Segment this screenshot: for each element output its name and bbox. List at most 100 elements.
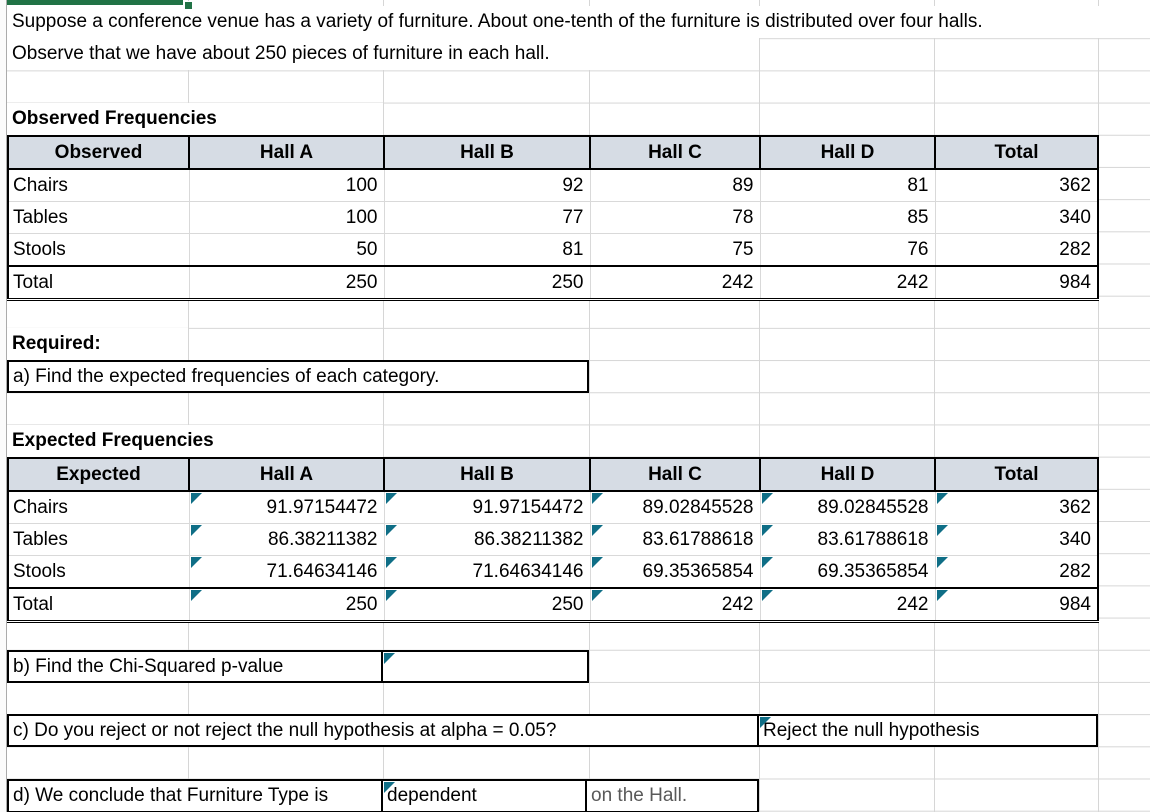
column-header[interactable]: Total <box>935 136 1098 170</box>
observed-cell[interactable]: 50 <box>189 233 385 267</box>
expected-cell[interactable]: 89.02845528 <box>590 491 761 524</box>
expected-cell[interactable]: 91.97154472 <box>189 491 385 524</box>
table-row: Chairs 91.97154472 91.97154472 89.028455… <box>8 491 1098 524</box>
expected-cell[interactable]: 83.61788618 <box>760 523 936 556</box>
question-c-answer-cell[interactable]: Reject the null hypothesis <box>759 716 1096 745</box>
observed-table: Observed Hall A Hall B Hall C Hall D Tot… <box>7 135 1099 301</box>
observed-header-row: Observed Hall A Hall B Hall C Hall D Tot… <box>8 136 1098 170</box>
column-header[interactable]: Hall B <box>384 458 591 492</box>
observed-cell[interactable]: 242 <box>760 265 936 300</box>
expected-cell[interactable]: 340 <box>935 523 1098 556</box>
cell-flag-icon <box>936 590 948 601</box>
observed-cell[interactable]: 340 <box>935 201 1098 234</box>
question-d-suffix[interactable]: on the Hall. <box>591 785 688 806</box>
table-row: Stools 71.64634146 71.64634146 69.353658… <box>8 555 1098 589</box>
cell-flag-icon <box>761 557 773 568</box>
column-header[interactable]: Total <box>935 458 1098 492</box>
cell-flag-icon <box>936 557 948 568</box>
expected-cell[interactable]: 71.64634146 <box>189 555 385 589</box>
active-cell-border <box>7 0 183 5</box>
expected-cell[interactable]: 86.38211382 <box>189 523 385 556</box>
expected-cell[interactable]: 69.35365854 <box>760 555 936 589</box>
observed-cell[interactable]: 100 <box>189 169 385 202</box>
column-header[interactable]: Expected <box>8 458 190 492</box>
observed-cell[interactable]: 250 <box>189 265 385 300</box>
row-label[interactable]: Tables <box>8 523 190 556</box>
row-label[interactable]: Tables <box>8 201 190 234</box>
observed-cell[interactable]: 362 <box>935 169 1098 202</box>
question-a-label[interactable]: a) Find the expected frequencies of each… <box>13 366 440 387</box>
required-title[interactable]: Required: <box>7 328 188 360</box>
question-b-label[interactable]: b) Find the Chi-Squared p-value <box>9 652 383 681</box>
column-header[interactable]: Hall B <box>384 136 591 170</box>
question-d-label[interactable]: d) We conclude that Furniture Type is <box>9 781 383 811</box>
observed-cell[interactable]: 100 <box>189 201 385 234</box>
expected-cell[interactable]: 86.38211382 <box>384 523 591 556</box>
expected-cell[interactable]: 250 <box>384 587 591 622</box>
column-header[interactable]: Hall D <box>760 458 936 492</box>
cell-flag-icon <box>385 590 397 601</box>
total-row: Total 250 250 242 242 984 <box>8 265 1098 300</box>
expected-cell[interactable]: 282 <box>935 555 1098 589</box>
column-header[interactable]: Hall D <box>760 136 936 170</box>
column-header[interactable]: Hall A <box>189 136 385 170</box>
expected-cell[interactable]: 71.64634146 <box>384 555 591 589</box>
observed-cell[interactable]: 282 <box>935 233 1098 267</box>
expected-table: Expected Hall A Hall B Hall C Hall D Tot… <box>7 457 1099 623</box>
cell-flag-icon <box>384 653 395 664</box>
fill-handle[interactable] <box>184 1 193 10</box>
question-c-label[interactable]: c) Do you reject or not reject the null … <box>9 716 759 745</box>
row-label[interactable]: Stools <box>8 555 190 589</box>
observed-cell[interactable]: 81 <box>384 233 591 267</box>
cell-flag-icon <box>385 525 397 536</box>
expected-cell[interactable]: 250 <box>189 587 385 622</box>
observed-cell[interactable]: 81 <box>760 169 936 202</box>
column-header[interactable]: Hall A <box>189 458 385 492</box>
cell-flag-icon <box>190 493 202 504</box>
cell-flag-icon <box>591 590 603 601</box>
question-b-box: b) Find the Chi-Squared p-value <box>7 650 589 683</box>
expected-cell[interactable]: 69.35365854 <box>590 555 761 589</box>
cell-flag-icon <box>591 557 603 568</box>
question-c-box: c) Do you reject or not reject the null … <box>7 714 1098 747</box>
observed-section-title[interactable]: Observed Frequencies <box>7 103 383 135</box>
cell-flag-icon <box>385 557 397 568</box>
cell-flag-icon <box>190 525 202 536</box>
expected-cell[interactable]: 984 <box>935 587 1098 622</box>
observed-cell[interactable]: 75 <box>590 233 761 267</box>
expected-section-title[interactable]: Expected Frequencies <box>7 425 383 457</box>
observed-cell[interactable]: 92 <box>384 169 591 202</box>
row-label[interactable]: Chairs <box>8 491 190 524</box>
row-label[interactable]: Stools <box>8 233 190 267</box>
cell-flag-icon <box>936 525 948 536</box>
expected-cell[interactable]: 83.61788618 <box>590 523 761 556</box>
expected-cell[interactable]: 91.97154472 <box>384 491 591 524</box>
question-b-answer-cell[interactable] <box>383 652 587 681</box>
column-header[interactable]: Observed <box>8 136 190 170</box>
intro-line-1[interactable]: Suppose a conference venue has a variety… <box>7 6 1150 38</box>
question-d-answer-cell[interactable]: dependent <box>383 781 587 811</box>
row-label[interactable]: Chairs <box>8 169 190 202</box>
observed-cell[interactable]: 85 <box>760 201 936 234</box>
observed-cell[interactable]: 76 <box>760 233 936 267</box>
observed-cell[interactable]: 78 <box>590 201 761 234</box>
expected-cell[interactable]: 242 <box>590 587 761 622</box>
row-label[interactable]: Total <box>8 265 190 300</box>
column-header[interactable]: Hall C <box>590 136 761 170</box>
observed-cell[interactable]: 250 <box>384 265 591 300</box>
column-header[interactable]: Hall C <box>590 458 761 492</box>
cell-flag-icon <box>761 590 773 601</box>
observed-cell[interactable]: 242 <box>590 265 761 300</box>
cell-flag-icon <box>591 525 603 536</box>
table-row: Stools 50 81 75 76 282 <box>8 233 1098 267</box>
observed-cell[interactable]: 984 <box>935 265 1098 300</box>
expected-cell[interactable]: 242 <box>760 587 936 622</box>
question-d-box: d) We conclude that Furniture Type is de… <box>7 779 759 812</box>
row-label[interactable]: Total <box>8 587 190 622</box>
expected-cell[interactable]: 89.02845528 <box>760 491 936 524</box>
intro-line-2[interactable]: Observe that we have about 250 pieces of… <box>7 38 759 70</box>
observed-cell[interactable]: 89 <box>590 169 761 202</box>
cell-flag-icon <box>190 557 202 568</box>
expected-cell[interactable]: 362 <box>935 491 1098 524</box>
observed-cell[interactable]: 77 <box>384 201 591 234</box>
